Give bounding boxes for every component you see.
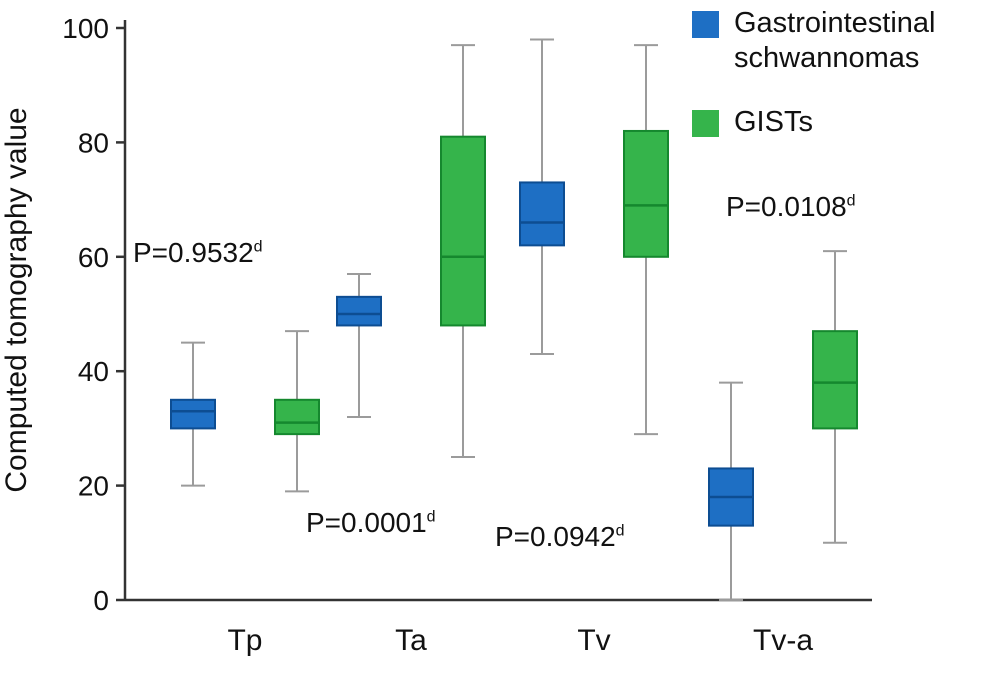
y-tick-label: 80: [78, 127, 109, 158]
y-tick-label: 0: [93, 585, 109, 616]
legend: Gastrointestinal schwannomas GISTs: [692, 6, 936, 140]
pvalue-text: P=0.0942: [495, 521, 616, 552]
y-axis-title: Computed tomography value: [0, 107, 33, 492]
y-tick-label: 60: [78, 242, 109, 273]
legend-label-line1: Gastrointestinal: [734, 7, 936, 39]
box-gist-Ta: [440, 135, 486, 327]
pvalue-text: P=0.0001: [306, 507, 427, 538]
pvalue-text: P=0.0108: [726, 191, 847, 222]
legend-label-line2: schwannomas: [734, 42, 920, 75]
pvalue-superscript: d: [846, 192, 856, 210]
legend-item-gists: GISTs: [692, 105, 936, 140]
y-tick-label: 20: [78, 471, 109, 502]
x-category-label-Ta: Ta: [395, 624, 427, 657]
pvalue-annotation-tp: P=0.9532d: [133, 237, 263, 269]
pvalue-annotation-tva: P=0.0108d: [726, 191, 856, 223]
pvalue-superscript: d: [615, 522, 625, 540]
pvalue-annotation-tv: P=0.0942d: [495, 521, 625, 553]
legend-label-gists: GISTs: [734, 105, 813, 140]
y-tick-label: 100: [62, 13, 109, 44]
box-gist-Tv-a: [812, 330, 858, 430]
x-category-label-Tv: Tv: [577, 624, 610, 657]
box-schwannoma-Ta: [336, 295, 382, 327]
pvalue-superscript: d: [426, 508, 436, 526]
legend-item-schwannomas: Gastrointestinal schwannomas: [692, 6, 936, 77]
box-gist-Tv: [623, 129, 669, 258]
legend-label-line1: GISTs: [734, 105, 813, 138]
x-category-label-Tp: Tp: [227, 624, 262, 657]
legend-swatch-gists: [692, 109, 719, 137]
pvalue-superscript: d: [253, 238, 263, 256]
x-category-label-Tv-a: Tv-a: [753, 624, 813, 657]
y-tick-label: 40: [78, 356, 109, 387]
pvalue-annotation-ta: P=0.0001d: [306, 507, 436, 539]
box-schwannoma-Tv: [519, 181, 565, 247]
pvalue-text: P=0.9532: [133, 237, 254, 268]
legend-swatch-schwannomas: [692, 11, 719, 38]
legend-label-schwannomas: Gastrointestinal schwannomas: [734, 6, 936, 77]
box-gist-Tp: [274, 398, 320, 436]
box-schwannoma-Tp: [170, 398, 216, 430]
